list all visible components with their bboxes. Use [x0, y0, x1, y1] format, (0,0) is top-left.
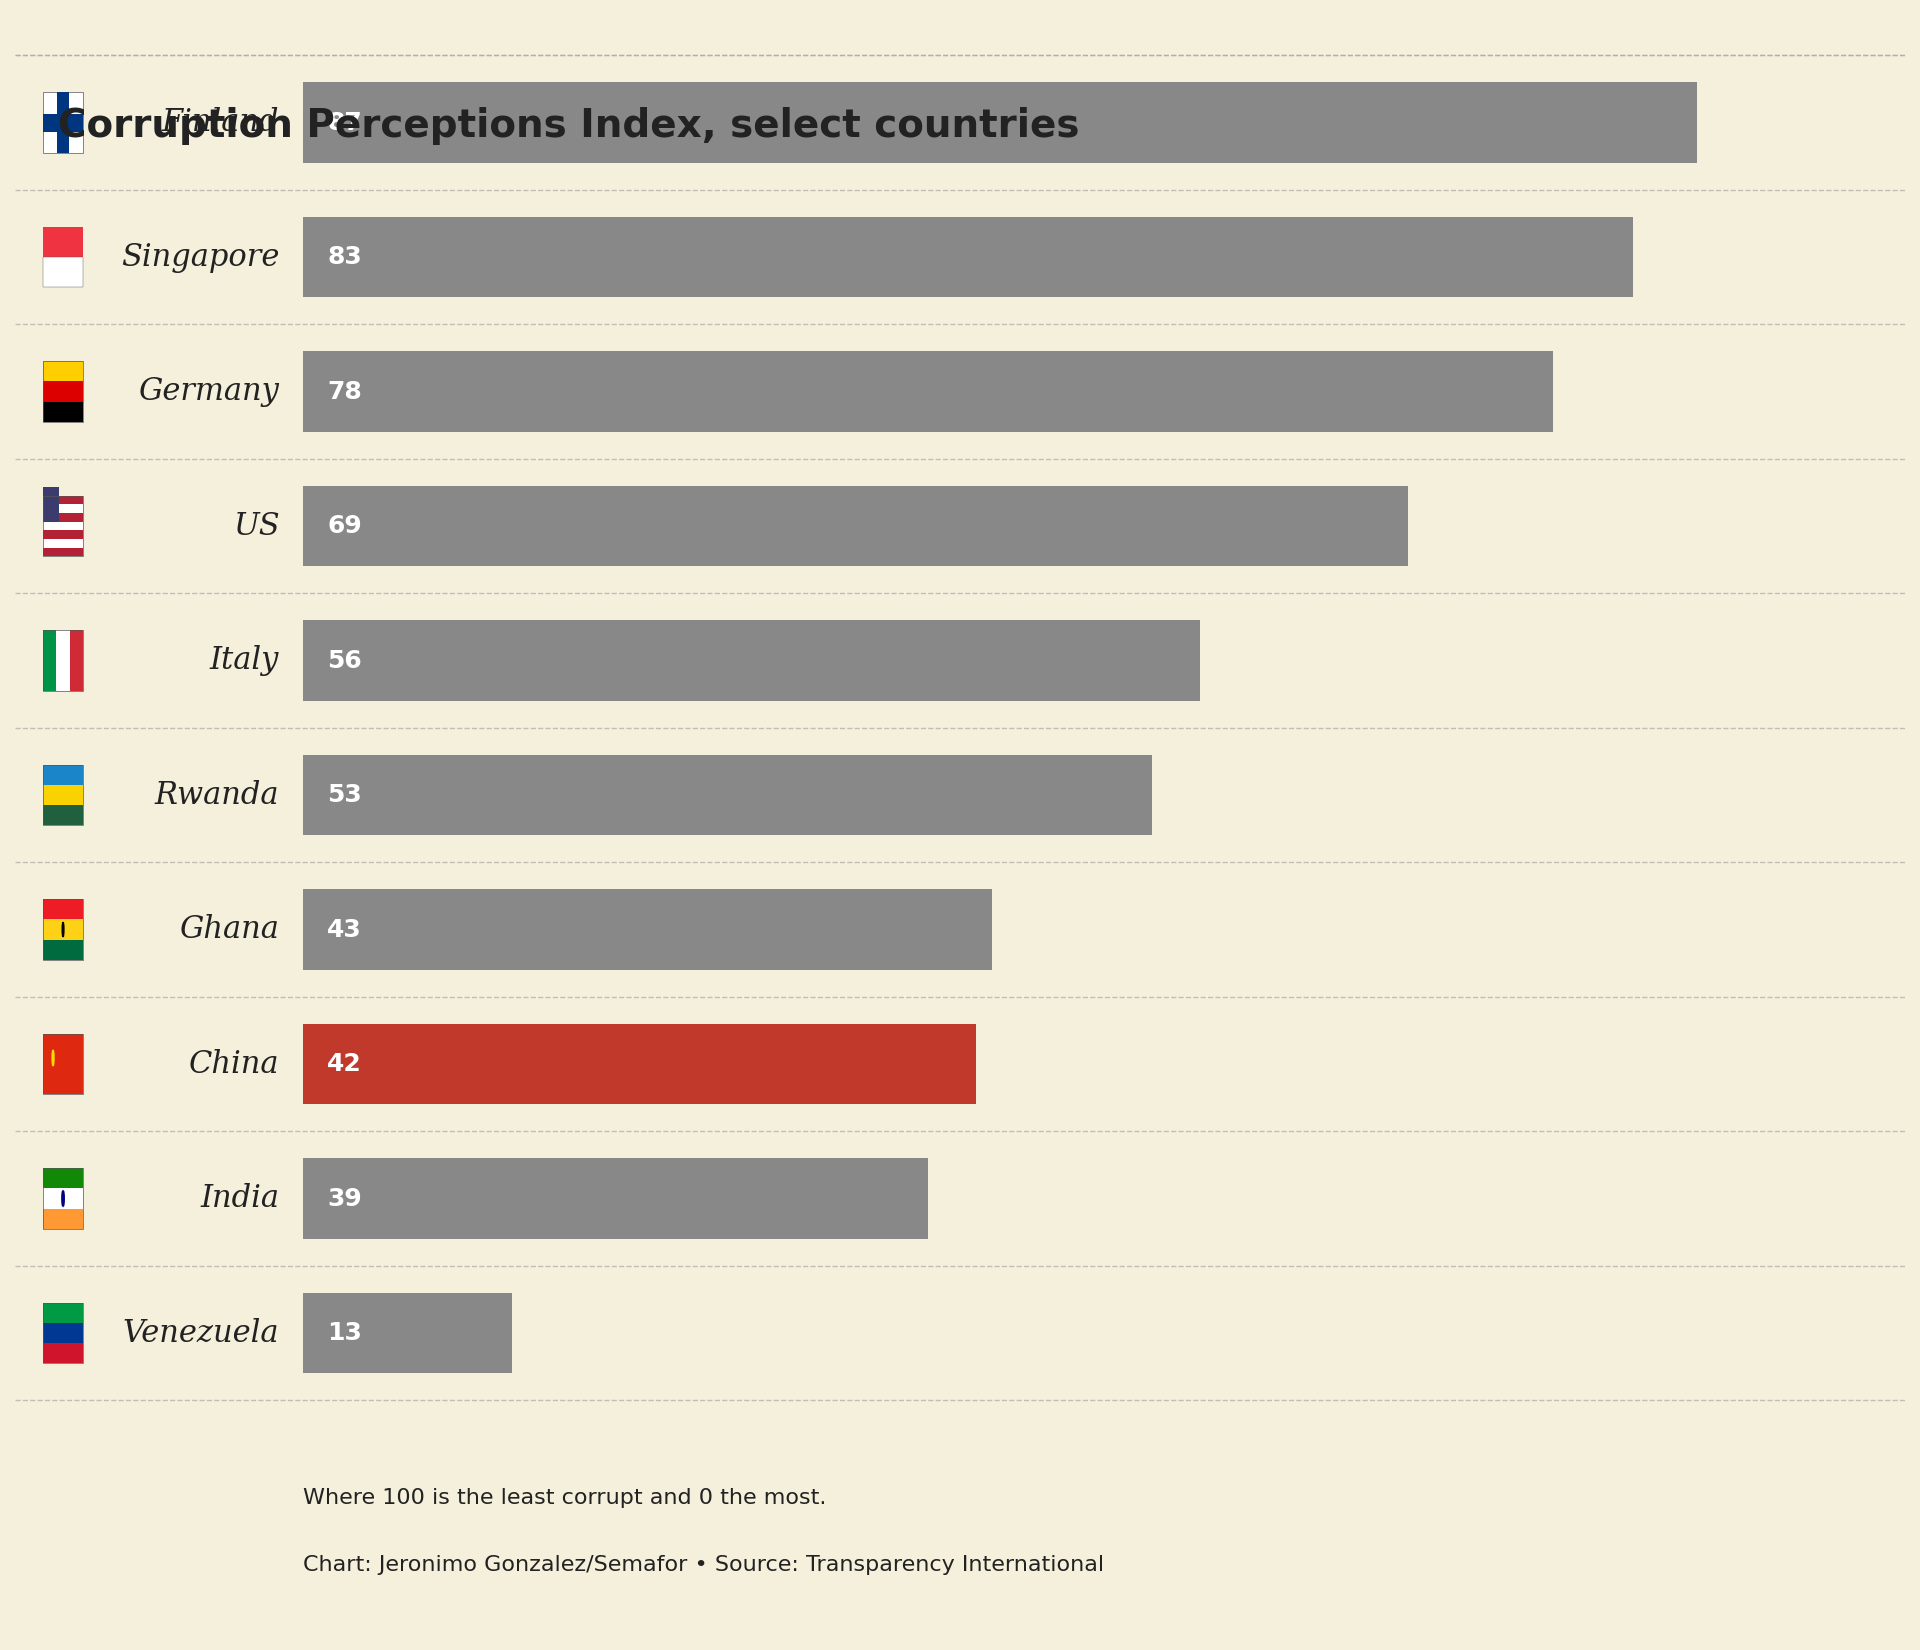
Bar — [42, 1323, 83, 1343]
Bar — [69, 630, 83, 691]
Text: SEMAFOR: SEMAFOR — [71, 1518, 284, 1558]
Text: 53: 53 — [326, 784, 363, 807]
Bar — [303, 351, 1553, 432]
Bar — [303, 889, 993, 970]
Text: 43: 43 — [326, 917, 363, 942]
Bar — [42, 487, 60, 521]
Text: 13: 13 — [326, 1322, 363, 1345]
Bar — [42, 505, 83, 513]
Text: Singapore: Singapore — [121, 241, 278, 272]
Bar — [303, 82, 1697, 163]
Bar — [42, 805, 83, 825]
Text: China: China — [188, 1048, 278, 1079]
Bar — [42, 381, 83, 401]
Bar — [42, 919, 83, 939]
Bar — [58, 92, 69, 153]
Text: Germany: Germany — [138, 376, 278, 408]
Bar — [303, 620, 1200, 701]
Bar — [42, 530, 83, 540]
Bar — [42, 513, 83, 521]
Bar — [42, 939, 83, 960]
Text: Venezuela: Venezuela — [123, 1317, 278, 1348]
Bar — [42, 766, 83, 785]
Text: 69: 69 — [326, 515, 363, 538]
Bar — [42, 540, 83, 548]
Bar — [42, 899, 83, 919]
Bar — [42, 766, 83, 825]
Bar — [303, 754, 1152, 835]
Text: 87: 87 — [326, 111, 363, 135]
Bar — [42, 521, 83, 530]
Bar — [42, 226, 83, 257]
Bar — [42, 1304, 83, 1323]
Bar — [42, 630, 56, 691]
Text: Finland: Finland — [161, 107, 278, 139]
Bar — [42, 114, 83, 132]
Bar — [42, 257, 83, 287]
Bar — [42, 1168, 83, 1229]
Bar — [42, 785, 83, 805]
Text: Where 100 is the least corrupt and 0 the most.: Where 100 is the least corrupt and 0 the… — [303, 1488, 828, 1508]
Bar — [42, 1188, 83, 1208]
Bar — [42, 401, 83, 422]
Bar — [303, 1158, 927, 1239]
Bar — [56, 630, 69, 691]
Bar — [42, 899, 83, 960]
Text: US: US — [232, 510, 278, 541]
Bar — [42, 361, 83, 422]
Bar — [42, 548, 83, 556]
Text: Chart: Jeronimo Gonzalez/Semafor • Source: Transparency International: Chart: Jeronimo Gonzalez/Semafor • Sourc… — [303, 1554, 1104, 1574]
Text: 78: 78 — [326, 380, 363, 404]
Text: 39: 39 — [326, 1186, 363, 1211]
Bar — [42, 1035, 83, 1094]
Text: Rwanda: Rwanda — [156, 779, 278, 810]
Bar — [303, 216, 1632, 297]
Bar — [42, 1208, 83, 1229]
Bar — [303, 485, 1409, 566]
Bar — [42, 361, 83, 381]
Bar — [42, 495, 83, 505]
Text: 56: 56 — [326, 648, 363, 673]
Text: 83: 83 — [326, 246, 363, 269]
Bar — [303, 1023, 975, 1104]
Bar — [42, 1035, 83, 1094]
Text: Italy: Italy — [209, 645, 278, 676]
FancyBboxPatch shape — [42, 92, 83, 153]
Bar — [42, 495, 83, 556]
Text: Corruption Perceptions Index, select countries: Corruption Perceptions Index, select cou… — [58, 107, 1079, 145]
Bar — [303, 1292, 511, 1373]
Bar — [42, 1343, 83, 1363]
Bar — [42, 1304, 83, 1363]
Text: 42: 42 — [326, 1053, 363, 1076]
Text: India: India — [200, 1183, 278, 1214]
Text: Ghana: Ghana — [179, 914, 278, 945]
Bar — [42, 1168, 83, 1188]
Bar — [42, 630, 83, 691]
